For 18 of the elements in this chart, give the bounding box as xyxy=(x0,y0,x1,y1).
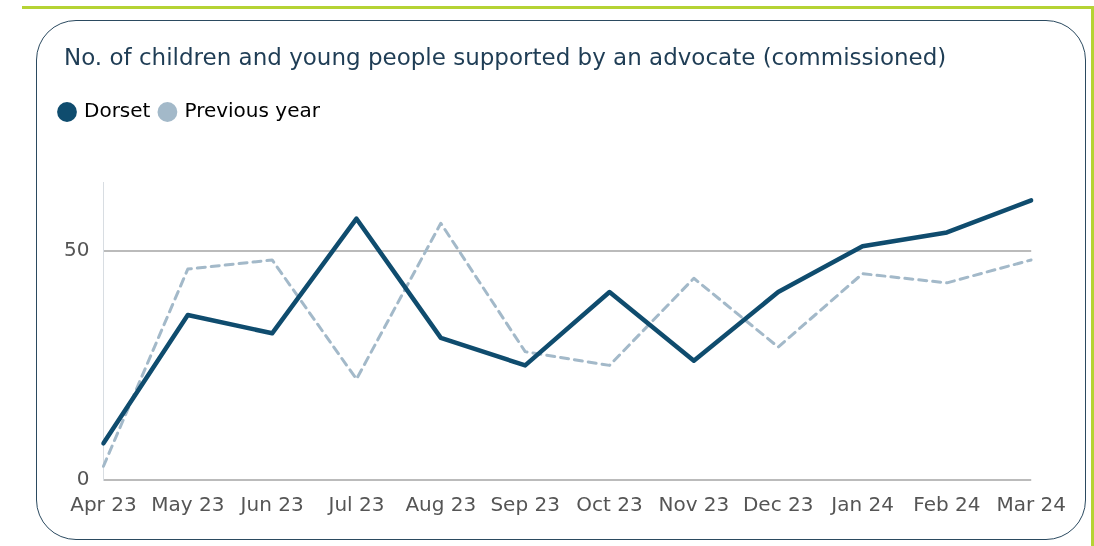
x-tick-label: Jan 24 xyxy=(829,492,894,517)
x-tick-label: Oct 23 xyxy=(576,492,643,517)
x-tick-label: Aug 23 xyxy=(405,492,477,517)
x-tick-label: Jul 23 xyxy=(326,492,385,517)
line-series xyxy=(101,221,1033,468)
legend-label: Dorset xyxy=(84,98,151,123)
y-tick-label: 50 xyxy=(64,236,90,261)
x-tick-label: Nov 23 xyxy=(658,492,730,517)
legend-label: Previous year xyxy=(184,98,321,123)
x-tick-label: Sep 23 xyxy=(490,492,560,517)
x-tick-label: May 23 xyxy=(151,492,225,517)
chart-title: No. of children and young people supported by an advocate (commissioned) xyxy=(64,44,947,70)
x-tick-label: Dec 23 xyxy=(742,492,814,517)
x-tick-label: Apr 23 xyxy=(70,492,137,517)
x-tick-label: Jun 23 xyxy=(238,492,304,517)
x-tick-label: Feb 24 xyxy=(913,492,981,517)
x-tick-label: Mar 24 xyxy=(996,492,1066,517)
y-tick-label: 0 xyxy=(76,466,90,491)
